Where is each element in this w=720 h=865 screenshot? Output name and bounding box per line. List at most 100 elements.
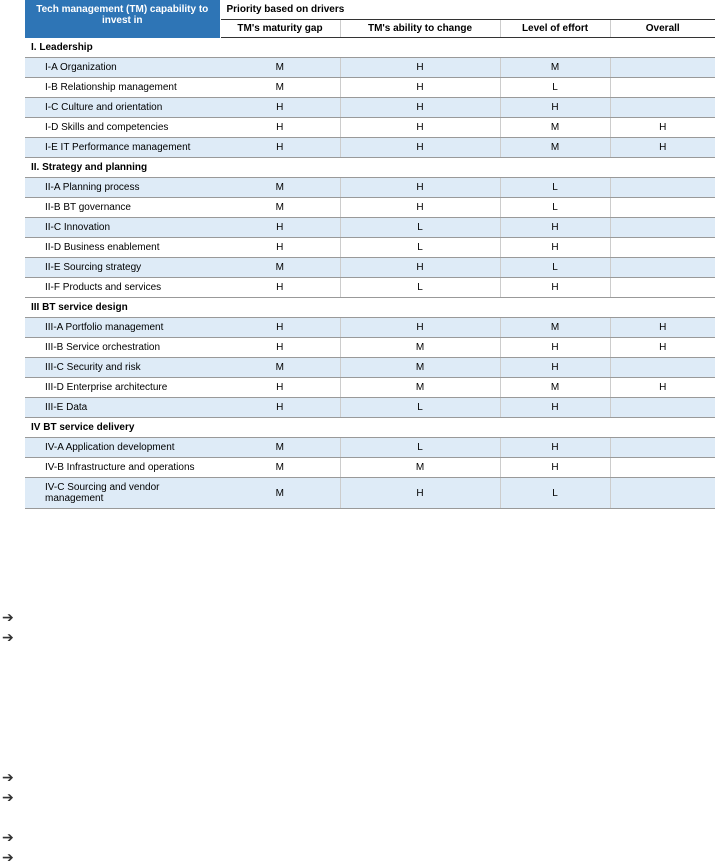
capability-matrix-table: Tech management (TM) capability to inves… bbox=[25, 0, 715, 509]
cell-value: H bbox=[500, 398, 610, 418]
section-title: I. Leadership bbox=[25, 38, 715, 58]
table-row: I-A OrganizationMHM bbox=[25, 58, 715, 78]
row-label: II-C Innovation bbox=[25, 218, 220, 238]
row-label: IV-B Infrastructure and operations bbox=[25, 458, 220, 478]
section-header: IV BT service delivery bbox=[25, 418, 715, 438]
cell-value: M bbox=[220, 478, 340, 509]
table-row: III-A Portfolio managementHHMH bbox=[25, 318, 715, 338]
table-row: II-C InnovationHLH bbox=[25, 218, 715, 238]
cell-value: H bbox=[220, 118, 340, 138]
table-row: II-B BT governanceMHL bbox=[25, 198, 715, 218]
cell-value: L bbox=[500, 478, 610, 509]
cell-value: M bbox=[500, 58, 610, 78]
cell-value: M bbox=[220, 78, 340, 98]
cell-value bbox=[610, 178, 715, 198]
table-row: I-B Relationship managementMHL bbox=[25, 78, 715, 98]
table-row: II-A Planning processMHL bbox=[25, 178, 715, 198]
cell-value: M bbox=[340, 338, 500, 358]
row-label: II-B BT governance bbox=[25, 198, 220, 218]
arrow-icon: ➔ bbox=[2, 830, 14, 844]
cell-value bbox=[610, 438, 715, 458]
row-label: I-E IT Performance management bbox=[25, 138, 220, 158]
row-label: I-D Skills and competencies bbox=[25, 118, 220, 138]
cell-value bbox=[610, 78, 715, 98]
cell-value: L bbox=[340, 278, 500, 298]
row-label: III-E Data bbox=[25, 398, 220, 418]
cell-value: H bbox=[610, 338, 715, 358]
cell-value: M bbox=[340, 378, 500, 398]
header-top: Priority based on drivers bbox=[220, 0, 715, 20]
cell-value: L bbox=[500, 78, 610, 98]
table-row: I-E IT Performance managementHHMH bbox=[25, 138, 715, 158]
section-header: I. Leadership bbox=[25, 38, 715, 58]
cell-value: H bbox=[500, 358, 610, 378]
cell-value: H bbox=[500, 98, 610, 118]
section-header: II. Strategy and planning bbox=[25, 158, 715, 178]
row-label: IV-A Application development bbox=[25, 438, 220, 458]
cell-value: M bbox=[220, 458, 340, 478]
cell-value bbox=[610, 198, 715, 218]
cell-value: L bbox=[340, 238, 500, 258]
cell-value: H bbox=[220, 138, 340, 158]
cell-value bbox=[610, 278, 715, 298]
section-title: III BT service design bbox=[25, 298, 715, 318]
cell-value: H bbox=[340, 118, 500, 138]
cell-value: L bbox=[500, 198, 610, 218]
section-title: IV BT service delivery bbox=[25, 418, 715, 438]
cell-value: L bbox=[340, 398, 500, 418]
table-row: IV-B Infrastructure and operationsMMH bbox=[25, 458, 715, 478]
cell-value: M bbox=[220, 58, 340, 78]
section-header: III BT service design bbox=[25, 298, 715, 318]
cell-value: H bbox=[220, 338, 340, 358]
table-row: III-D Enterprise architectureHMMH bbox=[25, 378, 715, 398]
row-label: IV-C Sourcing and vendor management bbox=[25, 478, 220, 509]
table-row: III-B Service orchestrationHMHH bbox=[25, 338, 715, 358]
cell-value: H bbox=[220, 98, 340, 118]
cell-value: M bbox=[340, 358, 500, 378]
arrow-icon: ➔ bbox=[2, 790, 14, 804]
table-row: IV-A Application developmentMLH bbox=[25, 438, 715, 458]
cell-value: H bbox=[340, 78, 500, 98]
col-maturity-gap: TM's maturity gap bbox=[220, 20, 340, 38]
table-row: II-E Sourcing strategyMHL bbox=[25, 258, 715, 278]
cell-value: H bbox=[500, 218, 610, 238]
cell-value: H bbox=[340, 98, 500, 118]
cell-value: M bbox=[340, 458, 500, 478]
cell-value: M bbox=[220, 258, 340, 278]
row-label: II-E Sourcing strategy bbox=[25, 258, 220, 278]
cell-value: H bbox=[500, 278, 610, 298]
cell-value: M bbox=[220, 198, 340, 218]
row-label: III-B Service orchestration bbox=[25, 338, 220, 358]
row-label: I-B Relationship management bbox=[25, 78, 220, 98]
cell-value: H bbox=[220, 318, 340, 338]
cell-value: H bbox=[340, 318, 500, 338]
cell-value: M bbox=[220, 358, 340, 378]
cell-value: H bbox=[340, 58, 500, 78]
table-row: II-F Products and servicesHLH bbox=[25, 278, 715, 298]
row-label: I-A Organization bbox=[25, 58, 220, 78]
row-label: II-F Products and services bbox=[25, 278, 220, 298]
cell-value: H bbox=[610, 118, 715, 138]
cell-value: M bbox=[220, 438, 340, 458]
header-left: Tech management (TM) capability to inves… bbox=[25, 0, 220, 38]
row-label: III-A Portfolio management bbox=[25, 318, 220, 338]
cell-value bbox=[610, 238, 715, 258]
cell-value: H bbox=[340, 478, 500, 509]
cell-value: H bbox=[340, 198, 500, 218]
cell-value: M bbox=[500, 118, 610, 138]
cell-value bbox=[610, 358, 715, 378]
cell-value: H bbox=[500, 238, 610, 258]
section-title: II. Strategy and planning bbox=[25, 158, 715, 178]
table-body: I. LeadershipI-A OrganizationMHMI-B Rela… bbox=[25, 38, 715, 509]
table-row: IV-C Sourcing and vendor managementMHL bbox=[25, 478, 715, 509]
cell-value: M bbox=[500, 138, 610, 158]
cell-value: H bbox=[500, 458, 610, 478]
cell-value: L bbox=[500, 178, 610, 198]
cell-value: M bbox=[500, 318, 610, 338]
cell-value bbox=[610, 478, 715, 509]
cell-value bbox=[610, 58, 715, 78]
cell-value bbox=[610, 98, 715, 118]
table-row: III-E DataHLH bbox=[25, 398, 715, 418]
cell-value bbox=[610, 258, 715, 278]
cell-value bbox=[610, 398, 715, 418]
